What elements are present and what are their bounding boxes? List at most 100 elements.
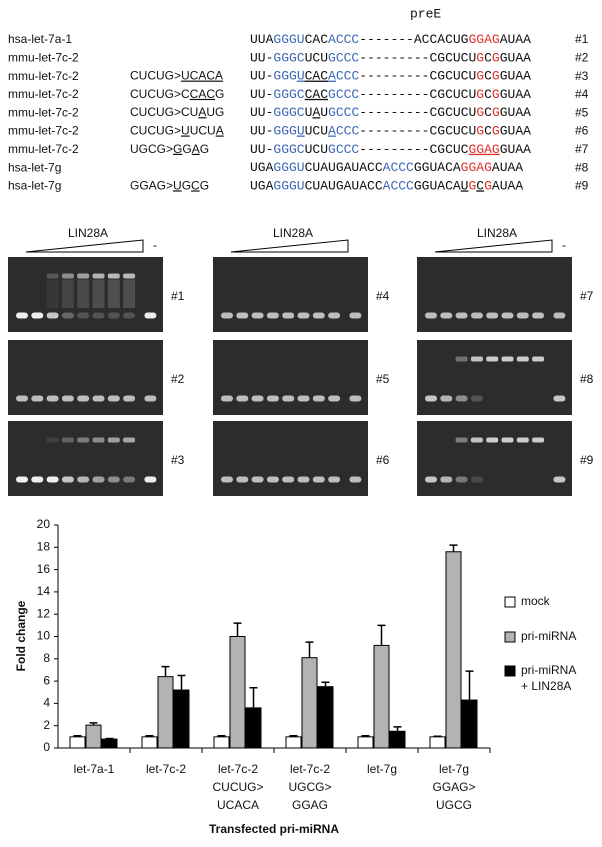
segment: C — [484, 69, 492, 84]
y-tick-label: 14 — [37, 584, 51, 598]
error-bar — [449, 544, 458, 552]
sequence-text: UUAGGGUCACACCC-------ACCACUGGGAGAUAA — [250, 32, 531, 47]
segment: GGUACA — [414, 179, 461, 194]
bar — [157, 676, 174, 749]
legend-label: + LIN28A — [521, 679, 571, 693]
gel-band — [16, 312, 28, 319]
gel-image — [213, 257, 368, 332]
gel-smear — [123, 279, 136, 308]
segment: G — [200, 179, 209, 193]
error-bar — [289, 734, 298, 737]
gel-band — [31, 476, 44, 483]
gel-band — [282, 395, 295, 402]
gel-band — [516, 312, 529, 319]
gel-band — [266, 476, 279, 483]
x-tick-label: UGCG — [436, 798, 472, 812]
legend-label: pri-miRNA — [521, 663, 576, 677]
error-bar — [361, 734, 370, 737]
segment: GUAA — [500, 124, 531, 139]
x-tick-label: let-7c-2 — [290, 762, 330, 776]
gel-number: #3 — [171, 453, 185, 467]
sequence-text: UU-GGGCUCUGCCC---------CGCUCUGCGGUAA — [250, 51, 531, 66]
gel-image — [417, 421, 572, 496]
bar — [141, 736, 158, 749]
x-tick-label: let-7g — [439, 762, 469, 776]
construct-number: #9 — [575, 179, 589, 193]
bar — [173, 689, 190, 749]
segment: G — [200, 142, 209, 156]
construct-name: mmu-let-7c-2 — [8, 50, 79, 64]
segment: CAC — [190, 87, 216, 101]
y-tick-label: 20 — [37, 517, 51, 531]
gel-band — [470, 312, 483, 319]
gel-band — [312, 312, 325, 319]
gel-band — [455, 395, 468, 402]
gel-band — [123, 312, 136, 319]
gel-band — [46, 312, 59, 319]
gel-band — [61, 437, 74, 443]
gel-band — [236, 476, 249, 483]
gel-band — [455, 437, 468, 443]
gel-band — [440, 312, 453, 319]
segment: -------ACCACUG — [359, 32, 468, 47]
gel-band — [92, 273, 105, 279]
segment: G — [182, 179, 191, 193]
gel-band — [312, 395, 325, 402]
control-label: - — [153, 238, 157, 252]
y-tick-label: 10 — [37, 629, 51, 643]
gel-smear — [107, 279, 120, 308]
segment: A — [312, 106, 320, 121]
legend-swatch — [504, 596, 516, 608]
construct-name: hsa-let-7g — [8, 160, 61, 174]
sequence-text: UU-GGGCCACGCCC---------CGCUCUGCGGUAA — [250, 87, 531, 102]
gel-band — [77, 437, 90, 443]
segment: CUCUG> — [130, 124, 181, 138]
alignment-header: preE — [410, 6, 441, 21]
gel-band — [532, 312, 545, 319]
construct-name: mmu-let-7c-2 — [8, 105, 79, 119]
segment: GCCC — [328, 87, 359, 102]
segment: U — [297, 69, 305, 84]
y-tick-label: 6 — [43, 673, 50, 687]
x-tick-label: let-7g — [367, 762, 397, 776]
x-axis-label: Transfected pri-miRNA — [209, 822, 339, 836]
gel-band — [236, 395, 249, 402]
gel-band — [455, 312, 468, 319]
gel-band — [61, 395, 74, 402]
gel-band — [328, 312, 341, 319]
construct-number: #7 — [575, 142, 589, 156]
gel-band — [92, 395, 105, 402]
control-label: - — [562, 238, 566, 252]
segment: G — [492, 51, 500, 66]
gel-band — [61, 476, 74, 483]
gel-image — [417, 340, 572, 415]
construct-number: #3 — [575, 69, 589, 83]
gel-band — [251, 312, 264, 319]
segment: UU- — [250, 69, 273, 84]
gel-band — [501, 437, 514, 443]
x-tick-label: let-7a-1 — [74, 762, 115, 776]
gel-number: #4 — [376, 289, 390, 303]
segment: GGAG — [461, 161, 492, 176]
gel-title: LIN28A — [68, 226, 108, 240]
segment: CUAUGAUACC — [305, 161, 383, 176]
y-tick-label: 2 — [43, 718, 50, 732]
sequence-text: UU-GGGCUCUGCCC---------CGCUCGGAGGUAA — [250, 142, 531, 157]
gel-band — [349, 476, 362, 483]
segment: GGGC — [273, 106, 304, 121]
segment: GGG — [273, 69, 296, 84]
gel-band — [501, 356, 514, 362]
gel-image — [417, 257, 572, 332]
gel-band — [516, 437, 529, 443]
segment: G — [182, 142, 191, 156]
segment: G — [215, 87, 224, 101]
segment: C — [476, 179, 484, 194]
x-tick-label: CUCUG> — [212, 780, 263, 794]
gel-band — [425, 395, 437, 402]
segment: C — [484, 124, 492, 139]
segment: ACCC — [328, 32, 359, 47]
gel-band — [312, 476, 325, 483]
sequence-text: UGCG>GGAG — [130, 142, 209, 156]
gel-band — [553, 312, 566, 319]
x-tick-label: let-7c-2 — [146, 762, 186, 776]
